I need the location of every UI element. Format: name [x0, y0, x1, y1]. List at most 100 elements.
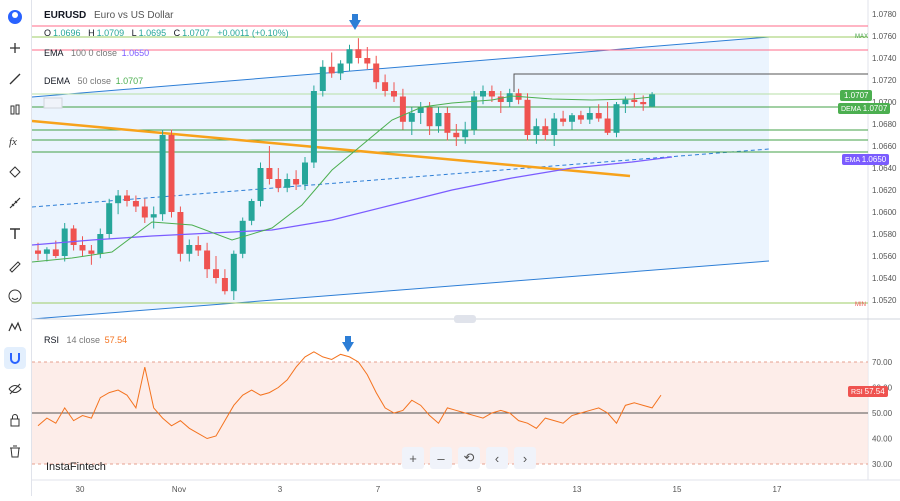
ema-label: EMA — [44, 48, 64, 58]
candle-body — [275, 179, 282, 188]
candle-body — [70, 228, 77, 245]
candle-body — [524, 99, 531, 135]
collapse-toggle — [43, 97, 63, 109]
candle-body — [533, 126, 540, 135]
rsi-tick-label: 70.00 — [872, 358, 893, 367]
candle-body — [43, 249, 50, 254]
crosshair-icon[interactable] — [4, 37, 26, 59]
trash-icon[interactable] — [4, 440, 26, 462]
candle-body — [355, 49, 362, 58]
x-tick-label: 15 — [673, 485, 682, 494]
candle-body — [302, 162, 308, 185]
candle-body — [462, 129, 469, 138]
zoom-control-1[interactable]: – — [430, 447, 452, 469]
ema-tag-label: EMA — [845, 157, 860, 164]
candle-body — [177, 212, 184, 254]
candle-body — [373, 63, 380, 83]
zoom-control-3[interactable]: ‹ — [486, 447, 508, 469]
candle-body — [417, 107, 424, 113]
down-arrow-stem — [352, 14, 358, 21]
zoom-control-0[interactable]: + — [402, 447, 424, 469]
change-value: +0.0011 (+0.10%) — [217, 28, 289, 38]
path-icon[interactable] — [4, 161, 26, 183]
dema-tag-label: DEMA — [841, 106, 861, 113]
open-value: 1.0696 — [53, 28, 81, 38]
candle-body — [88, 250, 95, 254]
candle-body — [186, 245, 193, 254]
y-tick-label: 1.0700 — [872, 98, 897, 107]
low-value: 1.0695 — [138, 28, 167, 38]
rsi-tick-label: 30.00 — [872, 460, 893, 469]
trend-line-icon[interactable] — [4, 68, 26, 90]
candle-body — [551, 118, 558, 135]
drawing-toolbar: fx — [0, 0, 32, 496]
avatar-icon — [4, 6, 26, 28]
dema-tag: DEMA 1.0707 — [838, 103, 891, 114]
y-tick-label: 1.0660 — [872, 142, 897, 151]
down-arrow-marker — [349, 20, 361, 30]
candle-body — [150, 214, 157, 218]
candle-body — [569, 115, 575, 122]
ema-tag: EMA 1.0650 — [842, 154, 890, 165]
rsi-arrow-stem — [345, 336, 351, 343]
chart-canvas[interactable]: 1.0780 1.0760 1.0740 1.0720 1.0700 1.0680 1.06… — [31, 0, 900, 496]
candle-body — [97, 234, 104, 254]
magnet-icon[interactable] — [4, 347, 26, 369]
emoji-icon[interactable] — [4, 285, 26, 307]
rsi-tag-value: 57.54 — [864, 387, 885, 396]
y-tick-label: 1.0540 — [872, 274, 897, 283]
text-icon[interactable] — [4, 223, 26, 245]
symbol: EURUSD — [44, 10, 87, 21]
wave-icon[interactable] — [4, 316, 26, 338]
trend-line — [31, 119, 631, 178]
ruler-icon[interactable] — [4, 192, 26, 214]
candle-body — [640, 102, 647, 105]
rsi-legend[interactable]: RSI 14 close 57.54 — [44, 335, 132, 345]
x-tick-label: 3 — [278, 485, 283, 494]
channel-mid-line — [31, 148, 770, 208]
eye-off-icon[interactable] — [4, 378, 26, 400]
y-tick-label: 1.0740 — [872, 54, 897, 63]
candle-body — [204, 250, 211, 270]
candle-body — [35, 250, 41, 254]
candle-body — [364, 58, 371, 64]
ema-legend[interactable]: EMA 100 0 close 1.0650 — [44, 48, 154, 58]
lock-icon[interactable] — [4, 409, 26, 431]
max-label: MAX — [855, 34, 869, 40]
brush-icon[interactable] — [4, 254, 26, 276]
candle-body — [577, 115, 584, 120]
dema-tag-value: 1.0707 — [862, 104, 888, 113]
candle-body — [257, 168, 264, 201]
candles-icon[interactable] — [4, 99, 26, 121]
candle-body — [328, 66, 335, 74]
ema-tag-value: 1.0650 — [861, 155, 887, 164]
candle-body — [115, 195, 122, 204]
candle-body — [399, 96, 406, 122]
min-label: MIN — [855, 302, 866, 308]
zoom-control-2[interactable]: ⟲ — [458, 447, 480, 469]
candle-body — [221, 278, 228, 292]
rsi-params: 14 close — [66, 335, 101, 345]
y-tick-label: 1.0760 — [872, 32, 897, 41]
candle-body — [622, 99, 629, 105]
watermark: InstaFintech — [46, 461, 106, 473]
candle-body — [444, 113, 451, 133]
dema-legend[interactable]: DEMA 50 close 1.0707 — [44, 76, 148, 86]
channel-upper-line — [31, 36, 770, 98]
symbol-description: Euro vs US Dollar — [94, 10, 174, 21]
candle-body — [382, 82, 389, 91]
y-tick-label: 1.0720 — [872, 76, 897, 85]
chart-area[interactable]: 1.0780 1.0760 1.0740 1.0720 1.0700 1.0680 1.06… — [31, 0, 900, 496]
price-tag: 1.0707 — [840, 90, 873, 101]
candle-body — [488, 91, 495, 97]
y-tick-label: 1.0620 — [872, 186, 897, 195]
candle-body — [595, 113, 602, 119]
candle-body — [391, 91, 397, 97]
pane-resize-handle — [454, 315, 476, 323]
rsi-tag-label: RSI — [851, 389, 863, 396]
candle-body — [52, 249, 59, 256]
zoom-control-4[interactable]: › — [514, 447, 536, 469]
fx-icon[interactable]: fx — [4, 130, 26, 152]
candle-body — [293, 179, 300, 185]
candle-body — [631, 99, 638, 102]
